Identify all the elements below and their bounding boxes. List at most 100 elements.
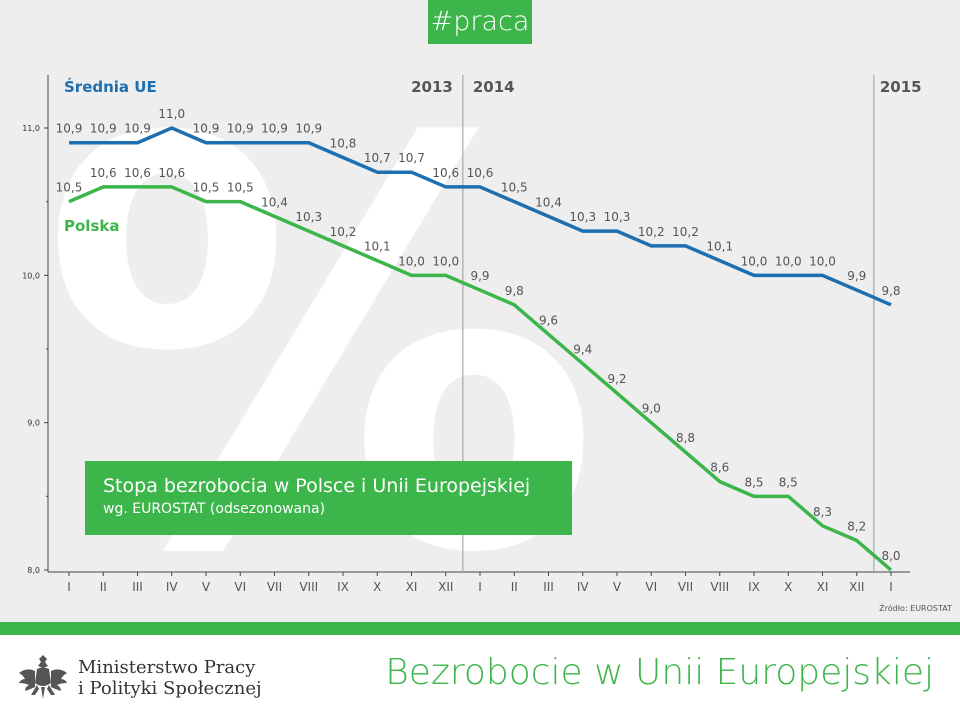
data-label: 10,6 — [90, 166, 117, 180]
data-label: 8,0 — [881, 549, 900, 563]
ministry-line-1: Ministerstwo Pracy — [78, 657, 256, 678]
data-label: 10,0 — [398, 254, 425, 268]
eagle-emblem-icon — [19, 655, 67, 699]
data-label: 10,4 — [535, 195, 562, 209]
x-tick-label: XI — [817, 580, 829, 594]
data-label: 10,7 — [398, 151, 425, 165]
x-tick-label: X — [784, 580, 792, 594]
source-note: Źródło: EUROSTAT — [879, 604, 952, 613]
data-label: 9,8 — [505, 284, 524, 298]
data-label: 9,0 — [642, 402, 661, 416]
data-label: 10,9 — [227, 122, 254, 136]
x-tick-label: VI — [645, 580, 657, 594]
data-label: 10,0 — [741, 254, 768, 268]
x-tick-label: I — [478, 580, 482, 594]
footer-title: Bezrobocie w Unii Europejskiej — [385, 652, 934, 693]
x-tick-label: III — [132, 580, 143, 594]
data-label: 10,9 — [295, 122, 322, 136]
legend-eu-average: Średnia UE — [64, 77, 157, 96]
series-line-poland — [68, 185, 893, 572]
y-tick-label: 10,0 — [22, 271, 40, 280]
data-label: 8,8 — [676, 431, 695, 445]
data-label: 10,9 — [261, 122, 288, 136]
percent-watermark-icon: % — [40, 24, 602, 676]
data-label: 10,3 — [569, 210, 596, 224]
data-label: 10,3 — [604, 210, 631, 224]
data-label: 11,0 — [158, 107, 185, 121]
data-label: 10,9 — [193, 122, 220, 136]
data-label: 10,6 — [467, 166, 494, 180]
data-label: 10,3 — [295, 210, 322, 224]
series-line-eu-average — [69, 126, 892, 307]
data-label: 10,9 — [56, 122, 83, 136]
x-tick-label: VII — [678, 580, 693, 594]
x-tick-label: XI — [406, 580, 418, 594]
x-tick-label: I — [67, 580, 71, 594]
data-label: 9,6 — [539, 313, 558, 327]
y-tick-label: 11,0 — [22, 124, 40, 133]
legend-poland: Polska — [64, 217, 119, 235]
x-tick-label: V — [202, 580, 211, 594]
data-label: 8,3 — [813, 505, 832, 519]
data-label: 9,8 — [881, 284, 900, 298]
data-label: 10,1 — [364, 240, 391, 254]
data-label: 10,5 — [193, 181, 220, 195]
data-label: 10,4 — [261, 195, 288, 209]
data-label: 10,1 — [706, 240, 733, 254]
divider-bar — [0, 622, 960, 635]
data-label: 9,2 — [607, 372, 626, 386]
data-label: 10,2 — [638, 225, 665, 239]
data-label: 10,6 — [158, 166, 185, 180]
chart-title-box: Stopa bezrobocia w Polsce i Unii Europej… — [85, 461, 572, 535]
data-label: 9,9 — [847, 269, 866, 283]
data-label: 10,7 — [364, 151, 391, 165]
ministry-name: Ministerstwo Pracy i Polityki Społecznej — [78, 657, 262, 699]
x-tick-label: IV — [577, 580, 590, 594]
data-label: 10,5 — [56, 181, 83, 195]
x-tick-label: XII — [849, 580, 864, 594]
x-tick-label: X — [373, 580, 381, 594]
x-tick-label: V — [613, 580, 622, 594]
x-tick-label: III — [543, 580, 554, 594]
data-label: 10,5 — [227, 181, 254, 195]
data-label: 8,2 — [847, 520, 866, 534]
x-tick-label: VII — [267, 580, 282, 594]
chart-subtitle: wg. EUROSTAT (odsezonowana) — [103, 501, 326, 517]
y-tick-label: 8,0 — [27, 566, 40, 575]
x-tick-label: II — [511, 580, 518, 594]
year-label: 2013 — [411, 78, 453, 96]
x-tick-label: IV — [166, 580, 179, 594]
year-label: 2014 — [473, 78, 515, 96]
data-label: 10,2 — [672, 225, 699, 239]
data-label: 10,9 — [90, 122, 117, 136]
x-tick-label: I — [889, 580, 893, 594]
data-label: 8,5 — [779, 475, 798, 489]
x-tick-label: VIII — [299, 580, 318, 594]
data-label: 8,6 — [710, 461, 729, 475]
data-label: 10,6 — [432, 166, 459, 180]
chart-title: Stopa bezrobocia w Polsce i Unii Europej… — [103, 475, 531, 497]
data-label: 10,0 — [809, 254, 836, 268]
x-tick-label: IX — [748, 580, 760, 594]
x-tick-label: VIII — [710, 580, 729, 594]
x-tick-label: II — [100, 580, 107, 594]
footer — [0, 635, 960, 720]
hashtag-badge: #praca — [428, 0, 532, 44]
data-label: 10,0 — [432, 254, 459, 268]
x-tick-label: VI — [234, 580, 246, 594]
data-label: 10,2 — [330, 225, 357, 239]
x-tick-label: XII — [438, 580, 453, 594]
data-label: 9,9 — [470, 269, 489, 283]
data-label: 10,5 — [501, 181, 528, 195]
year-label: 2015 — [880, 78, 922, 96]
data-label: 10,6 — [124, 166, 151, 180]
y-tick-label: 9,0 — [27, 419, 40, 428]
data-label: 10,8 — [330, 136, 357, 150]
data-label: 10,9 — [124, 122, 151, 136]
x-tick-label: IX — [337, 580, 349, 594]
ministry-line-2: i Polityki Społecznej — [78, 678, 262, 699]
data-label: 8,5 — [744, 475, 763, 489]
data-label: 10,0 — [775, 254, 802, 268]
data-label: 9,4 — [573, 343, 592, 357]
